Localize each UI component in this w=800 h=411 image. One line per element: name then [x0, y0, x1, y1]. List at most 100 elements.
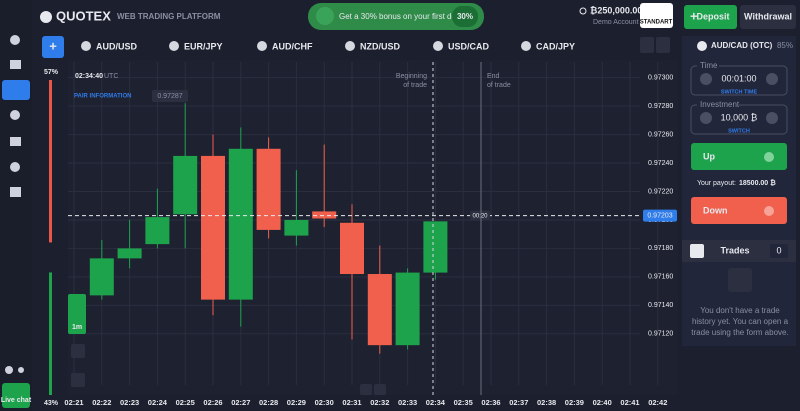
- help-icon[interactable]: [10, 35, 20, 45]
- x-tick-label: 02:22: [92, 398, 111, 407]
- sentiment-label: 43%: [44, 400, 59, 407]
- investment-plus[interactable]: [766, 112, 778, 124]
- investment-label: Investment: [700, 100, 740, 109]
- trades-count: 0: [776, 245, 781, 255]
- timer: 00:20: [472, 213, 488, 219]
- time-minus[interactable]: [700, 73, 712, 85]
- empty-text: You don't have a trade: [700, 306, 780, 315]
- x-tick-label: 02:31: [342, 398, 361, 407]
- time-box[interactable]: [690, 65, 788, 96]
- candle-body: [256, 148, 281, 230]
- x-tick-label: 02:39: [565, 398, 584, 407]
- trades-count-box: [770, 244, 788, 258]
- candle-body: [367, 274, 392, 346]
- candle-body: [89, 258, 114, 296]
- live-chat-label: Live chat: [1, 397, 32, 404]
- candle-body: [145, 217, 170, 245]
- live-chat-button[interactable]: [2, 383, 30, 408]
- x-tick-label: 02:28: [259, 398, 278, 407]
- tab-label: NZD/USD: [360, 41, 400, 51]
- add-tab-button[interactable]: [42, 36, 64, 58]
- tab[interactable]: [160, 36, 244, 57]
- chart-type-button[interactable]: [71, 344, 85, 358]
- promo-banner[interactable]: [308, 3, 484, 30]
- tab-label: AUD/CHF: [272, 41, 313, 51]
- tab[interactable]: [512, 36, 596, 57]
- pair-info[interactable]: PAIR INFORMATION: [74, 94, 131, 100]
- price-label-box: [643, 209, 677, 222]
- x-tick-label: 02:35: [454, 398, 473, 407]
- x-tick-label: 02:21: [64, 398, 83, 407]
- account-type: Demo Account: [593, 19, 639, 26]
- tab-label: EUR/JPY: [184, 41, 223, 51]
- candle-body: [423, 221, 448, 273]
- investment-value: 10,000 ₿: [721, 112, 758, 122]
- switch[interactable]: SWITCH: [728, 128, 750, 134]
- begin-label: Beginning: [396, 73, 427, 80]
- up-label: Up: [703, 151, 715, 161]
- analytics-icon[interactable]: [10, 60, 21, 69]
- deposit-button[interactable]: [684, 5, 737, 29]
- time-plus[interactable]: [766, 73, 778, 85]
- education-icon[interactable]: [2, 80, 30, 100]
- up-button[interactable]: [691, 143, 787, 170]
- x-tick-label: 02:41: [620, 398, 639, 407]
- clock: 02:34:40: [75, 73, 103, 80]
- empty-text: history yet. You can open a: [692, 317, 789, 326]
- x-tick-label: 02:33: [398, 398, 417, 407]
- sentiment: 57% 43%: [44, 69, 59, 407]
- candle-body: [340, 222, 364, 275]
- switch-time[interactable]: SWITCH TIME: [721, 89, 758, 95]
- drawing-button[interactable]: [71, 373, 85, 387]
- tab[interactable]: [248, 36, 332, 57]
- menu-icon[interactable]: [18, 367, 24, 373]
- market-icon[interactable]: [10, 137, 21, 146]
- withdrawal-button[interactable]: [740, 5, 796, 29]
- deposit-label: Deposit: [696, 11, 729, 21]
- x-tick-label: 02:36: [481, 398, 500, 407]
- candle-body: [201, 155, 225, 300]
- tab-prev[interactable]: [640, 37, 654, 53]
- balance: ₿250,000.00: [590, 5, 642, 15]
- asset-flag: [697, 41, 707, 51]
- time-label-bg: [697, 61, 719, 70]
- tab-next[interactable]: [656, 37, 670, 53]
- payout: 18500.00 ₿: [739, 179, 776, 187]
- zoom-out[interactable]: [360, 384, 372, 395]
- sentiment-label: 57%: [44, 69, 59, 76]
- timeframe: 1m: [72, 324, 82, 331]
- down-button[interactable]: [691, 197, 787, 224]
- promo-badge: [452, 6, 478, 27]
- x-tick-label: 02:40: [593, 398, 612, 407]
- sentiment-bar: [49, 80, 52, 243]
- trades-header[interactable]: [682, 240, 796, 262]
- x-tick-label: 02:26: [203, 398, 222, 407]
- x-tick-label: 02:42: [648, 398, 667, 407]
- logo-icon: [40, 11, 52, 23]
- account-level-box[interactable]: [640, 3, 673, 28]
- profile-icon[interactable]: [10, 110, 20, 120]
- empty-icon: [728, 268, 752, 292]
- settings-icon[interactable]: [5, 366, 13, 374]
- tab[interactable]: [424, 36, 508, 57]
- sentiment-bar: [49, 272, 52, 395]
- tab-flag: [345, 41, 355, 51]
- signal-icon[interactable]: [10, 162, 20, 172]
- timeframe-button[interactable]: [68, 294, 86, 334]
- tab[interactable]: [72, 36, 156, 57]
- begin-label: of trade: [403, 82, 427, 89]
- end-label: of trade: [487, 82, 511, 89]
- coins-icon[interactable]: [10, 187, 21, 197]
- tab[interactable]: [336, 36, 420, 57]
- trades-toggle[interactable]: [690, 244, 704, 258]
- deposit-plus: +: [690, 8, 698, 23]
- max-label: 0.97287: [157, 93, 182, 100]
- investment-minus[interactable]: [700, 112, 712, 124]
- zoom-in[interactable]: [374, 384, 386, 395]
- x-tick-label: 02:38: [537, 398, 556, 407]
- x-tick-label: 02:23: [120, 398, 139, 407]
- y-tick-label: 0.97120: [648, 331, 673, 338]
- promo-text: Get a 30% bonus on your first deposit: [339, 12, 474, 21]
- tab-label: AUD/USD: [96, 41, 138, 51]
- promo-icon: [316, 7, 334, 25]
